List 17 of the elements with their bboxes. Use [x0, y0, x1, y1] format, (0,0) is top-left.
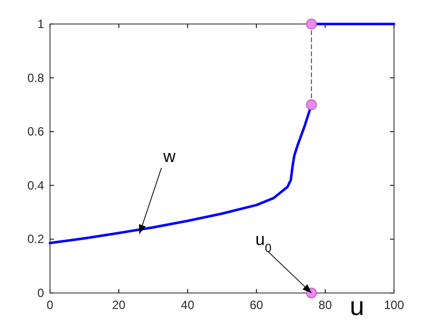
y-tick-label: 0.4: [27, 178, 44, 192]
annotation: w: [162, 146, 176, 166]
point: [306, 99, 317, 110]
x-tick-label: 100: [384, 298, 404, 312]
y-tick-label: 0.6: [27, 124, 44, 139]
point: [306, 18, 317, 30]
x-tick-label: 60: [250, 298, 264, 312]
x-axis-title: u: [350, 291, 364, 321]
x-tick-label: 40: [180, 298, 195, 312]
y-tick-label: 0: [37, 286, 44, 300]
y-tick-label: 0.8: [27, 70, 44, 85]
y-tick-label: 1: [37, 17, 44, 31]
y-tick-label: 0.2: [27, 232, 44, 246]
x-tick-label: 20: [112, 298, 126, 312]
x-tick-label: 80: [318, 298, 332, 312]
annotation: u$_{0}$: [255, 230, 272, 255]
x-tick-label: 0: [46, 298, 54, 312]
